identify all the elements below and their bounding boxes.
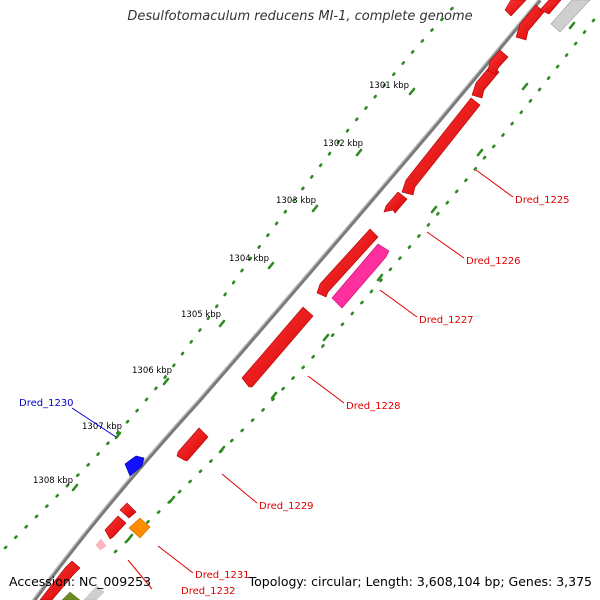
gene-arrow[interactable] xyxy=(119,502,137,519)
gene-arrow[interactable] xyxy=(539,0,562,15)
gene-arrow[interactable] xyxy=(331,243,390,309)
forward-genes xyxy=(39,0,545,600)
gene-arrow[interactable] xyxy=(83,585,105,600)
tick-label: 1307 kbp xyxy=(82,422,122,432)
tick-label: 1304 kbp xyxy=(229,254,269,264)
map-title: Desulfotomaculum reducens MI-1, complete… xyxy=(127,9,473,24)
gene-label[interactable]: Dred_1231 xyxy=(195,570,250,581)
gene-label[interactable]: Dred_1227 xyxy=(419,315,474,326)
gene-label[interactable]: Dred_1228 xyxy=(346,401,401,412)
reverse-genes xyxy=(61,0,591,600)
gene-arrow[interactable] xyxy=(95,538,107,551)
callout-lines xyxy=(71,169,514,590)
inner-major-ticks xyxy=(126,21,576,542)
gene-arrow[interactable] xyxy=(487,49,509,75)
gene-label[interactable]: Dred_1229 xyxy=(259,501,314,512)
tick-labels: 1301 kbp 1302 kbp 1303 kbp 1304 kbp 1305… xyxy=(33,81,409,486)
gene-label[interactable]: Dred_1230 xyxy=(19,398,74,409)
gene-arrow[interactable] xyxy=(316,228,379,298)
tick-label: 1303 kbp xyxy=(276,196,316,206)
gene-arrow[interactable] xyxy=(176,427,209,462)
inner-tick-track xyxy=(113,10,600,554)
gene-arrow[interactable] xyxy=(124,455,145,477)
gene-label[interactable]: Dred_1232 xyxy=(181,586,236,597)
tick-label: 1306 kbp xyxy=(132,366,172,376)
outer-major-ticks xyxy=(71,87,416,492)
gene-arrow[interactable] xyxy=(550,0,591,33)
topology-text: Topology: circular; Length: 3,608,104 bp… xyxy=(248,574,592,589)
accession-text: Accession: NC_009253 xyxy=(9,574,152,589)
gene-label[interactable]: Dred_1226 xyxy=(466,256,521,267)
gene-arrow[interactable] xyxy=(383,191,408,214)
gene-arrow[interactable] xyxy=(61,591,81,600)
gene-arrow[interactable] xyxy=(504,0,527,17)
gene-label[interactable]: Dred_1225 xyxy=(515,195,570,206)
gene-arrow[interactable] xyxy=(128,517,151,539)
gene-labels: Dred_1225 Dred_1226 Dred_1227 Dred_1228 … xyxy=(19,195,570,597)
gene-arrow[interactable] xyxy=(241,306,314,388)
gene-arrow[interactable] xyxy=(515,4,545,41)
genome-backbone-highlight xyxy=(31,0,539,600)
tick-label: 1308 kbp xyxy=(33,476,73,486)
tick-label: 1301 kbp xyxy=(369,81,409,91)
tick-label: 1305 kbp xyxy=(181,310,221,320)
gene-arrow[interactable] xyxy=(104,515,127,540)
gene-arrow[interactable] xyxy=(39,560,81,600)
gene-arrow[interactable] xyxy=(401,97,481,196)
genome-backbone xyxy=(31,0,542,600)
tick-label: 1302 kbp xyxy=(323,139,363,149)
